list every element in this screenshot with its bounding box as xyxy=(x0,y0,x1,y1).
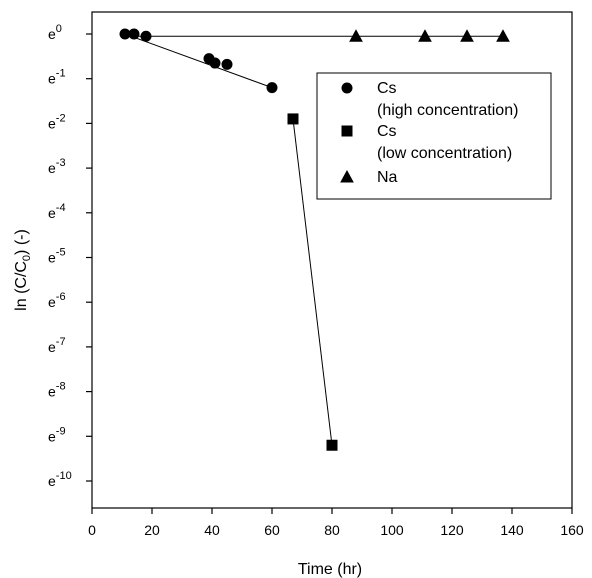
y-tick-label-base: e xyxy=(48,428,56,444)
y-tick-label: e0 xyxy=(48,23,62,42)
series-0-point xyxy=(266,82,278,94)
y-tick-label: e-6 xyxy=(48,291,66,310)
y-tick-label-exponent: -10 xyxy=(56,470,72,482)
series-2-point xyxy=(418,29,432,42)
series-lines xyxy=(124,33,503,446)
y-tick-label: e-10 xyxy=(48,470,72,489)
x-tick-label: 140 xyxy=(500,522,524,538)
y-tick-label-base: e xyxy=(48,250,56,266)
legend-series-0-label-line2: (high concentration) xyxy=(377,102,518,119)
y-axis-title-sub: 0 xyxy=(21,255,33,261)
y-tick-label-base: e xyxy=(48,473,56,489)
y-tick-label-exponent: -7 xyxy=(56,336,66,348)
y-tick-label-exponent: 0 xyxy=(56,23,62,35)
series-1-point xyxy=(287,113,299,125)
legend-circle-marker xyxy=(341,82,353,94)
y-tick-label-base: e xyxy=(48,26,56,42)
y-tick-label-base: e xyxy=(48,205,56,221)
y-tick-label: e-3 xyxy=(48,157,66,176)
legend-series-1-label-line2: (low concentration) xyxy=(377,145,512,162)
x-tick-label: 40 xyxy=(204,522,220,538)
y-tick-label-exponent: -5 xyxy=(56,247,66,259)
series-0-point xyxy=(209,57,221,69)
y-tick-label-base: e xyxy=(48,339,56,355)
y-tick-label-exponent: -2 xyxy=(56,112,66,124)
axes: 0 20 40 60 80 100 120 140 160e0e-1e-2e-3e-4e-5e-… xyxy=(48,11,584,538)
y-tick-label-exponent: -8 xyxy=(56,381,66,393)
series-2-point xyxy=(460,29,474,42)
series-0-line xyxy=(124,33,273,89)
x-tick-label: 80 xyxy=(324,522,340,538)
series-0-point xyxy=(128,28,140,40)
series-0-point xyxy=(221,58,233,70)
markers xyxy=(119,28,510,451)
y-tick-label: e-2 xyxy=(48,112,66,131)
x-tick-label: 100 xyxy=(380,522,404,538)
series-1-line xyxy=(292,118,333,446)
legend-box xyxy=(316,72,552,200)
legend: Cs (high concentration) Cs (low concentrat… xyxy=(316,72,552,200)
y-tick-label-exponent: -4 xyxy=(56,202,66,214)
series-2-point xyxy=(349,29,363,42)
y-tick-label: e-4 xyxy=(48,202,66,221)
y-tick-label-exponent: -1 xyxy=(56,68,66,80)
y-tick-label: e-7 xyxy=(48,336,66,355)
x-tick-label: 160 xyxy=(560,522,584,538)
y-tick-label: e-5 xyxy=(48,247,66,266)
legend-series-0-label: Cs xyxy=(377,80,397,97)
y-axis-title: ln (C/C0) (-) xyxy=(13,229,33,311)
y-tick-label: e-8 xyxy=(48,381,66,400)
x-tick-label: 20 xyxy=(144,522,160,538)
y-tick-label-base: e xyxy=(48,384,56,400)
legend-series-1-label: Cs xyxy=(377,123,397,140)
x-axis-title: Time (hr) xyxy=(298,561,362,578)
y-axis-title-end: ) (-) xyxy=(13,229,30,255)
x-tick-label: 60 xyxy=(264,522,280,538)
y-tick-label-exponent: -9 xyxy=(56,425,66,437)
y-tick-label-exponent: -6 xyxy=(56,291,66,303)
series-2-point xyxy=(496,29,510,42)
x-tick-label: 0 xyxy=(88,522,96,538)
legend-square-marker xyxy=(341,125,353,137)
y-tick-label-base: e xyxy=(48,71,56,87)
y-tick-label-base: e xyxy=(48,160,56,176)
y-tick-label-exponent: -3 xyxy=(56,157,66,169)
series-0-point xyxy=(140,30,152,42)
legend-triangle-marker xyxy=(340,169,354,183)
y-axis-title-main: ln (C/C xyxy=(13,261,30,311)
series-1-point xyxy=(326,439,338,451)
legend-series-2-label: Na xyxy=(377,169,398,186)
y-tick-label-base: e xyxy=(48,294,56,310)
y-tick-label: e-9 xyxy=(48,425,66,444)
y-tick-label: e-1 xyxy=(48,68,66,87)
x-tick-label: 120 xyxy=(440,522,464,538)
y-tick-label-base: e xyxy=(48,115,56,131)
